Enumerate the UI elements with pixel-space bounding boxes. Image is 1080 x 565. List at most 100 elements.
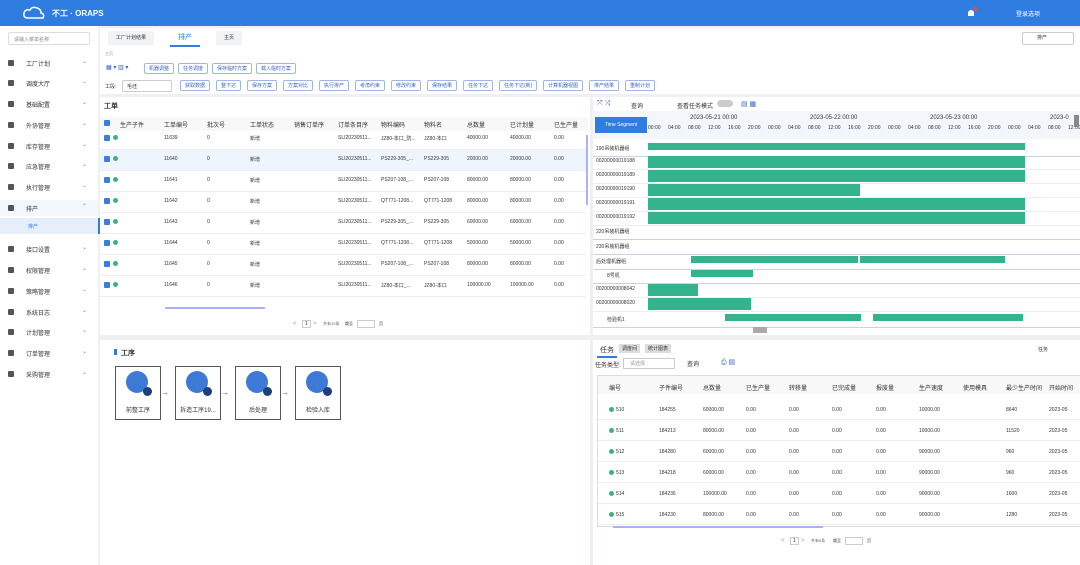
gantt-bar[interactable] [648,170,1025,182]
table-row[interactable] [598,399,1080,420]
table-row[interactable] [100,255,586,276]
page-number[interactable]: 1 [790,537,799,545]
table-row[interactable] [598,483,1080,504]
menu-item[interactable]: 外协管理 ⌄ [0,117,98,133]
row-label[interactable]: 8号机 [607,273,620,279]
gantt-bar[interactable] [691,270,753,277]
tab[interactable]: 工厂计划结果 [108,31,155,45]
bell[interactable] [965,7,977,19]
table-row[interactable] [100,213,586,234]
toolbar-button[interactable]: 计算机器视图 [543,80,584,91]
menu-item[interactable]: 策略管理 ⌄ [0,283,98,299]
row-label[interactable]: 后处理机器组 [596,259,627,265]
menu-item[interactable]: 计划管理 ⌄ [0,324,98,340]
mode-toggle[interactable] [717,100,733,107]
menu-item[interactable]: 采购管理 ⌄ [0,366,98,382]
query-button[interactable]: 查询 [687,362,700,368]
toolbar-button[interactable]: 任务下达 [463,80,494,91]
toolbar-button[interactable]: 考虑约束 [355,80,386,91]
toolbar-button[interactable]: 获取数据 [180,80,211,91]
gantt-bar[interactable] [648,143,1025,150]
gantt-bar[interactable] [648,156,1025,168]
row-label[interactable]: 230吊装机器组 [596,244,630,250]
process-node[interactable]: 检验入库 [295,366,341,420]
menu-item[interactable]: 权限管理 ⌄ [0,262,98,278]
toolbar-button[interactable]: 保存临时方案 [212,63,253,74]
checkbox[interactable] [104,120,110,126]
task-tab[interactable]: 任务 [597,344,617,358]
menu-item[interactable]: 接口设置 ⌄ [0,241,98,257]
toolbar-button[interactable]: 排产结果 [589,80,620,91]
jump-input[interactable] [357,320,375,328]
checkbox[interactable] [104,240,110,246]
menu-item[interactable]: 调度大厅 ⌄ [0,75,98,91]
user-menu[interactable]: 登录选项 [1016,12,1041,18]
toolbar-button[interactable]: 重制计划 [625,80,656,91]
menu-item[interactable]: 库存管理 ⌄ [0,138,98,154]
menu-search[interactable]: 请输入菜单名称 [8,32,90,45]
view-toggle[interactable]: ▦ ▾ ▥ ▾ [106,65,129,71]
gantt-bar[interactable] [648,184,860,196]
checkbox[interactable] [104,219,110,225]
process-node[interactable]: 前整工序 [115,366,161,420]
toolbar-button[interactable]: 保存结果 [427,80,458,91]
checkbox[interactable] [104,261,110,267]
process-node[interactable]: 后处理 [235,366,281,420]
gantt-bar[interactable] [860,256,1005,263]
toolbar-button[interactable]: 任务调度 [178,63,209,74]
row-label[interactable]: 190吊装机器组 [596,146,630,152]
next-page[interactable]: > [313,321,317,327]
row-label[interactable]: 检验机1 [607,317,625,323]
row-label[interactable]: 220吊装机器组 [596,229,630,235]
table-row[interactable] [100,234,586,255]
checkbox[interactable] [104,198,110,204]
table-row[interactable] [598,420,1080,441]
checkbox[interactable] [104,156,110,162]
table-row[interactable] [598,504,1080,525]
task-tab[interactable]: 调度间 [619,344,641,353]
checkbox[interactable] [104,177,110,183]
toolbar-button[interactable]: 执行排产 [319,80,350,91]
toolbar-button[interactable]: 方案对比 [283,80,314,91]
gantt-bar[interactable] [725,314,861,321]
toolbar-button[interactable]: 修改约束 [391,80,422,91]
jump-input[interactable] [845,537,863,545]
gantt-bar[interactable] [691,256,858,263]
gantt-bar[interactable] [648,198,1025,210]
table-row[interactable] [100,192,586,213]
menu-item[interactable]: 系统日志 ⌄ [0,304,98,320]
toolbar-button[interactable]: 机器调整 [144,63,175,74]
next-page[interactable]: > [801,538,805,544]
gantt-bar[interactable] [648,298,751,310]
tab[interactable]: 排产 [170,31,200,47]
query-button[interactable]: 查询 [631,104,644,110]
gantt-bar[interactable] [873,314,1023,321]
table-row[interactable] [100,276,586,297]
process-node[interactable]: 拆造工序19... [175,366,221,420]
table-row[interactable] [100,171,586,192]
checkbox[interactable] [104,135,110,141]
tool-icons[interactable]: ⤧ ⤨ [597,100,611,107]
prev-page[interactable]: < [293,321,297,327]
menu-item[interactable]: 工厂计划 ⌄ [0,55,98,71]
submenu-item[interactable]: 排产 [0,218,100,234]
table-row[interactable] [598,462,1080,483]
gantt-bar[interactable] [648,284,698,296]
page-number[interactable]: 1 [302,320,311,328]
toolbar-button[interactable]: 整下达 [216,80,242,91]
view-icons[interactable]: ▤ ▦ [741,101,757,108]
filter-select[interactable]: 请选择 [623,358,675,369]
table-row[interactable] [598,441,1080,462]
menu-item[interactable]: 排产 ⌃ [0,200,98,216]
tab[interactable]: 主页 [216,31,243,45]
task-tab[interactable]: 统计图表 [645,344,672,353]
toolbar-button[interactable]: 载入临时方案 [256,63,297,74]
gantt-bar[interactable] [648,212,1025,224]
table-row[interactable] [100,150,586,171]
menu-item[interactable]: 应急管理 ⌄ [0,158,98,174]
export-icons[interactable]: ⎙ ▤ [721,359,736,366]
checkbox[interactable] [104,282,110,288]
toolbar-button[interactable]: 保存方案 [247,80,278,91]
prev-page[interactable]: < [781,538,785,544]
page-select[interactable]: 排产 [1022,32,1074,45]
